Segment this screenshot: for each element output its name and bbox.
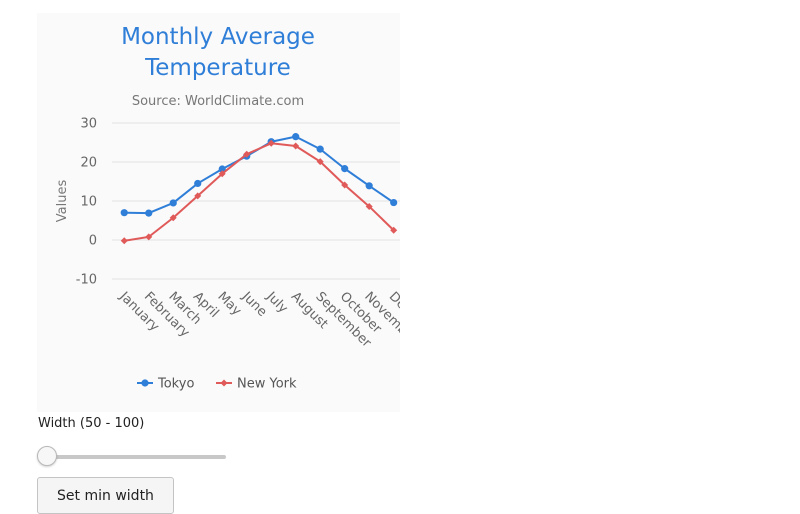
series-tokyo xyxy=(120,133,398,217)
chart-title-line-2: Temperature xyxy=(144,55,291,81)
series-lines xyxy=(120,133,398,245)
width-slider-thumb[interactable] xyxy=(37,446,57,466)
y-tick-label: 30 xyxy=(80,117,97,132)
chart-title-line-1: Monthly Average xyxy=(121,24,315,50)
data-point xyxy=(390,226,398,234)
data-point xyxy=(267,139,275,147)
x-tick-label: June xyxy=(238,289,269,320)
y-tick-label: 20 xyxy=(80,156,97,171)
legend-item: Tokyo xyxy=(137,377,194,392)
width-slider-track[interactable] xyxy=(39,455,226,459)
data-point xyxy=(120,209,128,217)
x-tick-label: July xyxy=(263,289,291,317)
data-point xyxy=(341,165,349,173)
x-tick-label: May xyxy=(214,289,244,319)
line-chart: Monthly Average Temperature Source: Worl… xyxy=(55,24,400,392)
data-point xyxy=(341,181,349,189)
legend-label: New York xyxy=(237,377,297,392)
data-point xyxy=(194,179,202,188)
set-min-width-button[interactable]: Set min width xyxy=(37,477,174,514)
y-tick-label: 0 xyxy=(89,234,97,249)
data-point xyxy=(243,150,251,158)
series-new-york xyxy=(120,139,398,245)
legend-label: Tokyo xyxy=(157,377,194,392)
data-point xyxy=(292,142,300,150)
data-point xyxy=(145,209,153,217)
data-point xyxy=(194,192,202,200)
data-point xyxy=(218,165,226,173)
data-point xyxy=(316,145,324,153)
legend-item: New York xyxy=(216,377,297,392)
data-point xyxy=(292,133,300,141)
legend-diamond-marker xyxy=(220,379,228,387)
legend: Tokyo New York xyxy=(137,377,297,392)
gridlines xyxy=(112,122,400,280)
data-point xyxy=(169,214,177,222)
x-axis: JanuaryFebruaryMarchAprilMayJuneJulyAugu… xyxy=(116,289,400,352)
data-point xyxy=(145,233,153,241)
legend-circle-marker xyxy=(141,379,149,387)
y-axis-title: Values xyxy=(55,180,70,223)
chart-subtitle: Source: WorldClimate.com xyxy=(132,94,304,109)
data-point xyxy=(218,170,226,178)
data-point xyxy=(365,182,373,190)
data-point xyxy=(120,237,128,245)
width-range-label: Width (50 - 100) xyxy=(38,416,145,431)
data-point xyxy=(390,198,398,207)
data-point xyxy=(316,158,324,166)
y-axis: 30 20 10 0 -10 xyxy=(76,117,97,288)
y-tick-label: 10 xyxy=(80,195,97,210)
data-point xyxy=(365,202,373,210)
data-point xyxy=(169,199,177,207)
chart-container: Monthly Average Temperature Source: Worl… xyxy=(37,13,400,412)
series-line xyxy=(124,142,395,242)
y-tick-label: -10 xyxy=(76,273,97,288)
